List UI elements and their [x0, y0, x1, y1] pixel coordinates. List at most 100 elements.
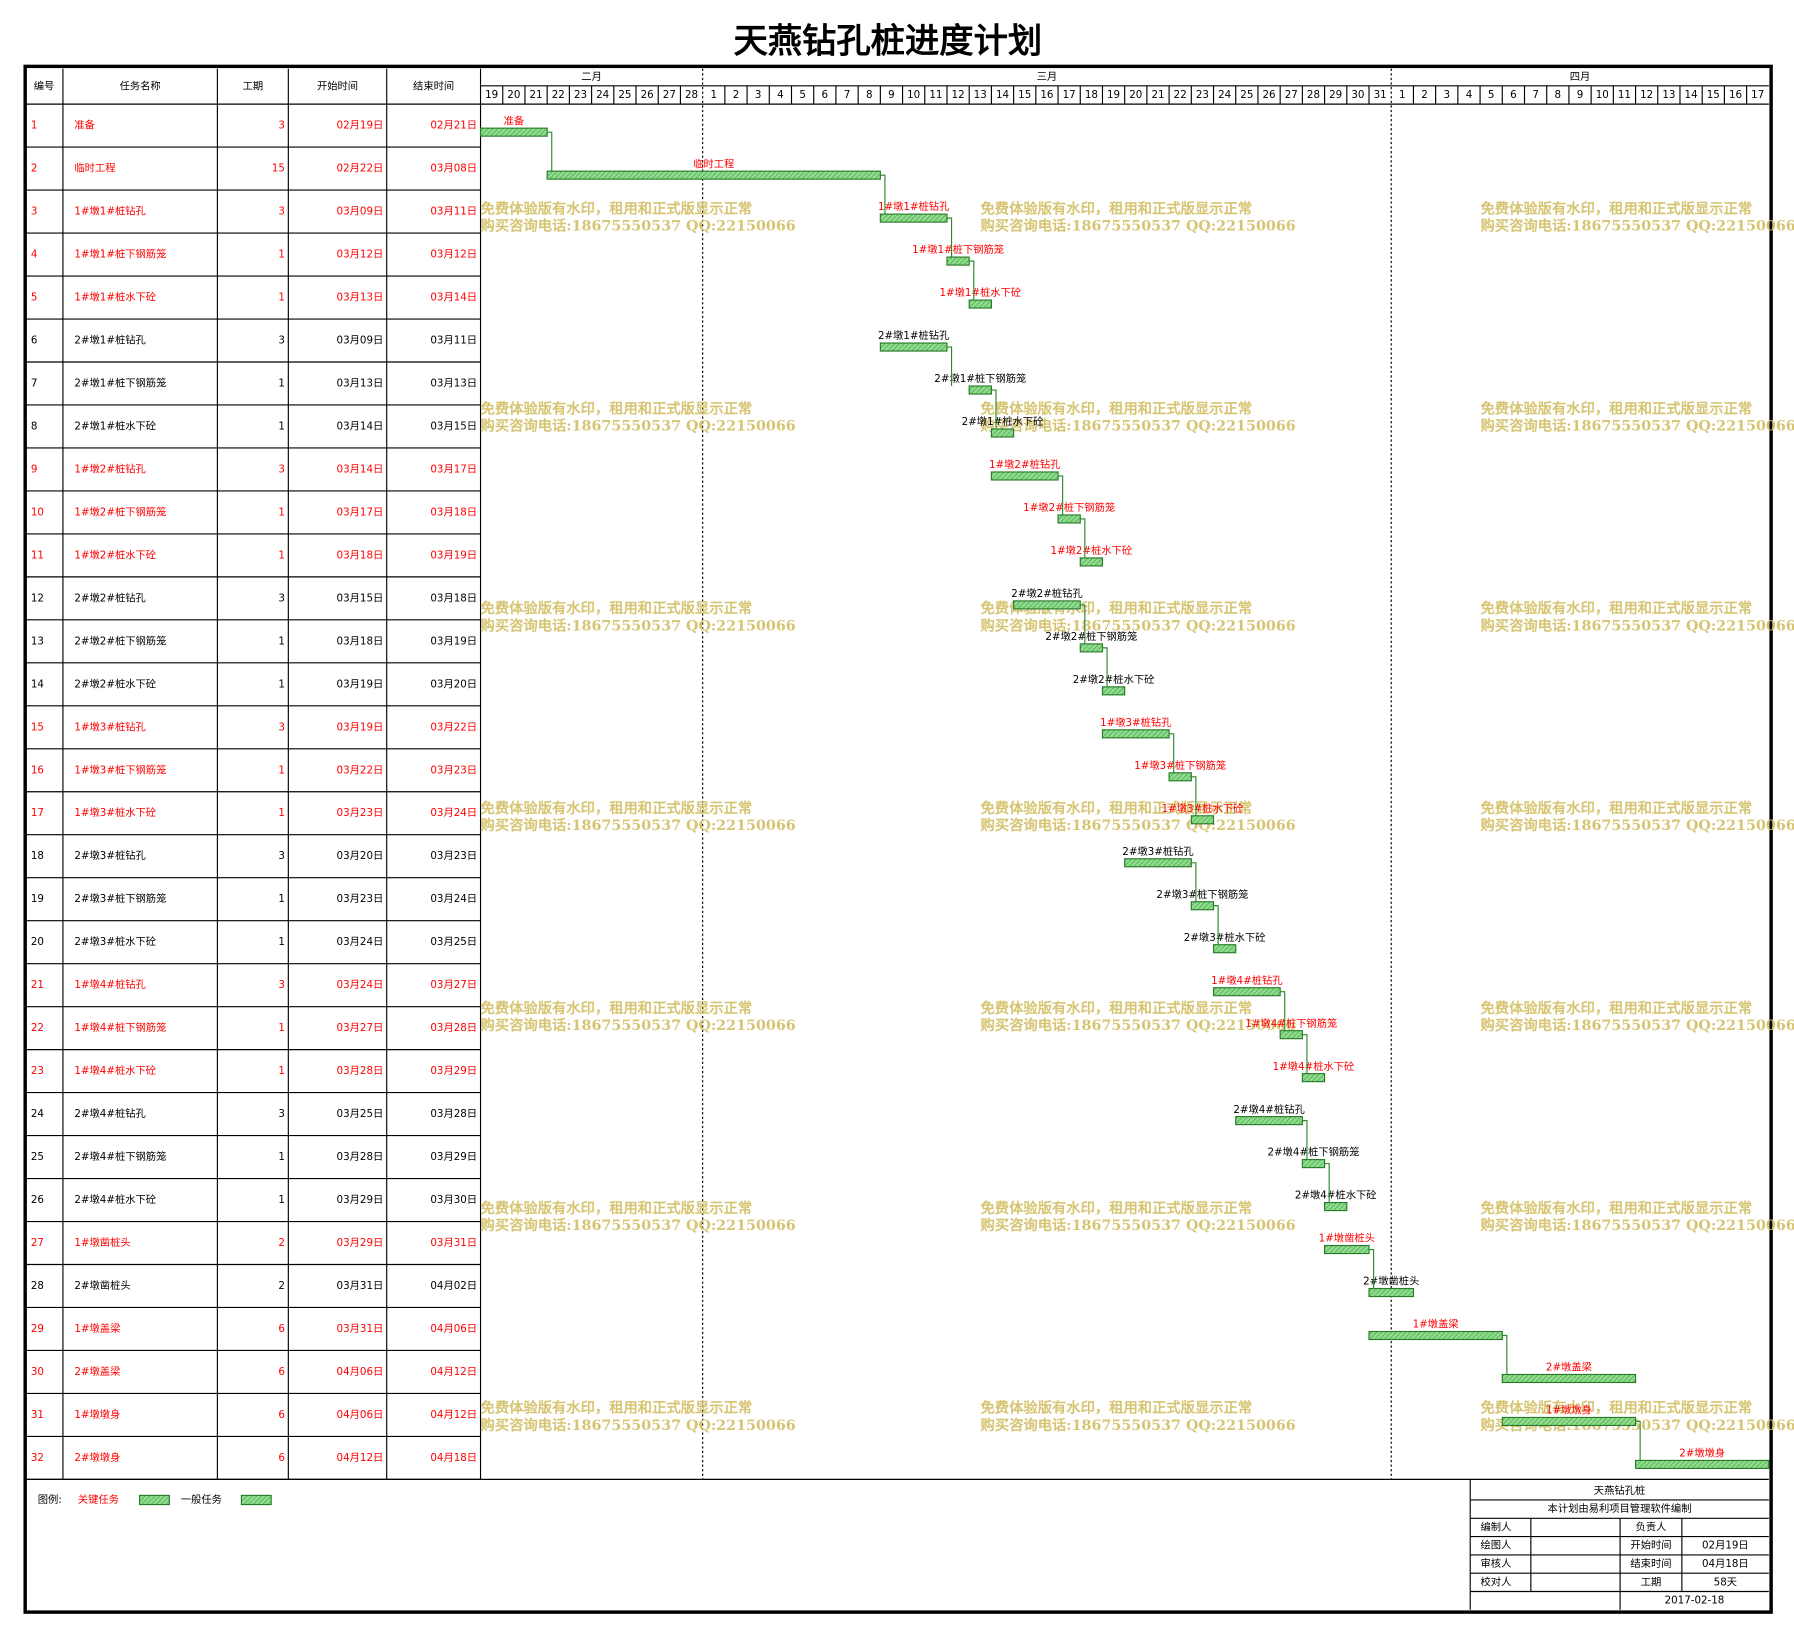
day-label: 16 [1040, 89, 1053, 101]
task-end: 03月31日 [430, 1237, 477, 1249]
day-label: 12 [952, 89, 965, 101]
bar-label: 2#墩1#桩钻孔 [878, 329, 949, 342]
task-number: 32 [31, 1452, 44, 1464]
watermark: 免费体验版有水印，租用和正式版显示正常 [481, 1199, 753, 1217]
link-line [1635, 1420, 1641, 1461]
title-block-label: 开始时间 [1630, 1539, 1671, 1552]
task-bar [1324, 1202, 1348, 1212]
task-start: 03月09日 [337, 335, 384, 347]
task-start: 03月17日 [337, 506, 384, 518]
task-name: 2#墩1#桩钻孔 [74, 334, 145, 347]
task-name: 1#墩1#桩下钢筋笼 [74, 248, 166, 261]
task-duration: 1 [278, 807, 285, 819]
task-number: 8 [31, 420, 38, 432]
task-duration: 1 [278, 1194, 285, 1206]
task-number: 31 [31, 1409, 44, 1421]
task-end: 04月18日 [430, 1452, 477, 1464]
watermark: 购买咨询电话:18675550537 QQ:22150066 [1481, 1216, 1794, 1234]
link-line [1102, 647, 1108, 687]
task-start: 03月14日 [337, 420, 384, 432]
task-bar [1101, 686, 1126, 696]
task-start: 03月13日 [337, 292, 384, 304]
task-duration: 3 [278, 206, 285, 218]
task-name: 2#墩1#桩下钢筋笼 [74, 376, 166, 389]
day-label: 4 [1466, 89, 1473, 101]
task-duration: 3 [278, 979, 285, 991]
bar-label: 临时工程 [693, 157, 734, 170]
day-label: 12 [1640, 89, 1653, 101]
day-label: 7 [844, 89, 851, 101]
bar-label: 1#墩凿桩头 [1319, 1232, 1375, 1245]
task-bar [1324, 1244, 1370, 1255]
watermark: 购买咨询电话:18675550537 QQ:22150066 [481, 217, 796, 235]
task-name: 准备 [74, 119, 95, 132]
title-block-label: 负责人 [1636, 1520, 1667, 1533]
task-duration: 6 [278, 1323, 285, 1335]
day-label: 16 [1729, 89, 1742, 101]
title-block-value: 58天 [1714, 1576, 1737, 1588]
task-start: 03月19日 [337, 678, 384, 690]
task-end: 04月12日 [430, 1366, 477, 1378]
task-start: 03月23日 [337, 807, 384, 819]
task-bar [879, 213, 948, 223]
legend-swatch [240, 1494, 272, 1506]
task-bar [546, 170, 881, 180]
task-bar [1301, 1159, 1326, 1169]
task-end: 04月06日 [430, 1323, 477, 1335]
task-start: 03月22日 [337, 764, 384, 776]
task-number: 10 [31, 506, 44, 518]
task-duration: 1 [278, 936, 285, 948]
task-end: 03月23日 [430, 850, 477, 862]
watermark: 购买咨询电话:18675550537 QQ:22150066 [481, 616, 796, 634]
bar-label: 2#墩2#桩钻孔 [1011, 587, 1082, 600]
task-end: 04月12日 [430, 1409, 477, 1421]
task-duration: 1 [278, 549, 285, 561]
task-bar [1501, 1373, 1637, 1384]
title-block-value: 02月19日 [1702, 1540, 1749, 1552]
column-header: 编号 [34, 79, 55, 92]
task-duration: 3 [278, 721, 285, 733]
watermark: 购买咨询电话:18675550537 QQ:22150066 [981, 217, 1296, 235]
task-duration: 2 [278, 1280, 285, 1292]
month-label: 三月 [1037, 71, 1058, 83]
watermark: 免费体验版有水印，租用和正式版显示正常 [481, 799, 753, 817]
link-line [1213, 905, 1219, 945]
day-label: 27 [663, 89, 676, 101]
task-bar [1279, 1030, 1303, 1040]
link-line [1169, 733, 1175, 773]
watermark: 免费体验版有水印，租用和正式版显示正常 [481, 599, 753, 617]
day-label: 23 [574, 89, 587, 101]
bar-label: 2#墩3#桩钻孔 [1122, 845, 1193, 858]
task-name: 2#墩2#桩下钢筋笼 [74, 634, 166, 647]
task-name: 1#墩2#桩下钢筋笼 [74, 505, 166, 518]
watermark: 免费体验版有水印，租用和正式版显示正常 [1481, 799, 1753, 817]
task-duration: 1 [278, 635, 285, 647]
task-number: 5 [31, 292, 38, 304]
day-label: 28 [1307, 89, 1320, 101]
task-duration: 3 [278, 120, 285, 132]
task-start: 03月28日 [337, 1065, 384, 1077]
task-number: 30 [31, 1366, 44, 1378]
task-number: 24 [31, 1108, 44, 1120]
task-number: 20 [31, 936, 44, 948]
day-label: 20 [1129, 89, 1142, 101]
task-number: 22 [31, 1022, 44, 1034]
watermark: 购买咨询电话:18675550537 QQ:22150066 [1481, 217, 1794, 235]
task-start: 04月06日 [337, 1409, 384, 1421]
watermark: 免费体验版有水印，租用和正式版显示正常 [981, 199, 1253, 217]
link-line [880, 174, 886, 215]
task-start: 02月22日 [337, 163, 384, 175]
day-label: 18 [1085, 89, 1098, 101]
task-start: 03月23日 [337, 893, 384, 905]
day-label: 2 [733, 89, 740, 101]
day-label: 21 [530, 89, 543, 101]
task-name: 2#墩3#桩水下砼 [74, 935, 156, 948]
task-name: 2#墩3#桩下钢筋笼 [74, 892, 166, 905]
task-start: 03月27日 [337, 1022, 384, 1034]
task-number: 6 [31, 335, 38, 347]
bar-label: 1#墩3#桩钻孔 [1100, 716, 1171, 729]
task-start: 03月29日 [337, 1194, 384, 1206]
task-duration: 2 [278, 1237, 285, 1249]
task-start: 03月28日 [337, 1151, 384, 1163]
task-bar [990, 428, 1015, 438]
